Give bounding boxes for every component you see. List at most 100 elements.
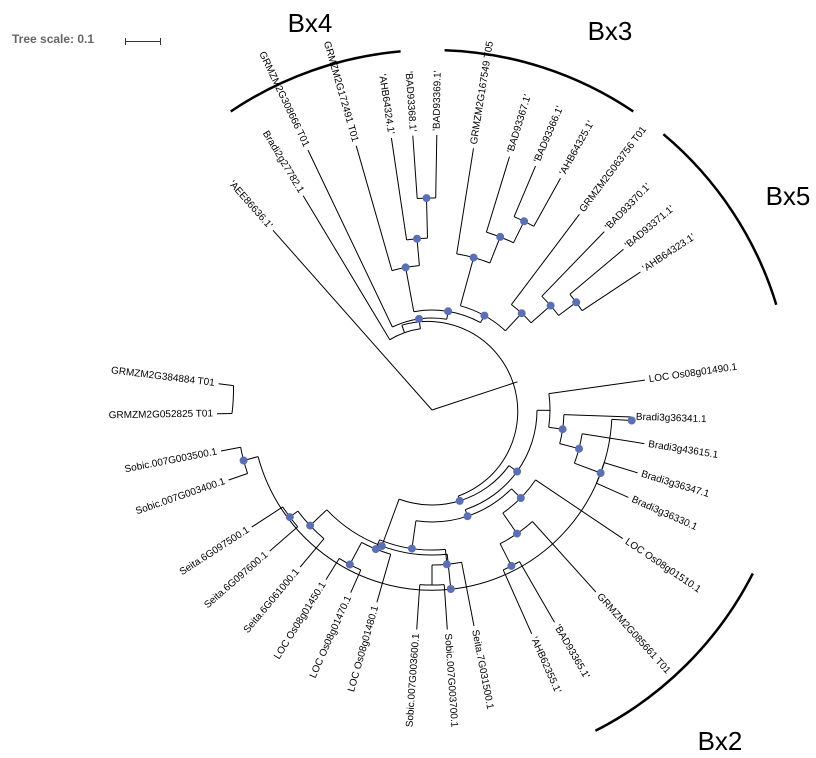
bootstrap-node (480, 311, 489, 320)
tree-branch (502, 569, 533, 635)
leaf-label: 'BAD93365.1' (552, 623, 592, 681)
clade-arc-bx4 (230, 50, 401, 113)
tree-branch (519, 561, 555, 623)
leaf-label: 'AEE86636.1' (226, 179, 274, 231)
bootstrap-node (520, 217, 529, 226)
tree-arc-branch (398, 465, 510, 506)
clade-label-bx3: Bx3 (588, 16, 633, 46)
leaf-label: Sobic.007G003500.1 (124, 446, 219, 475)
tree-branch (446, 554, 452, 590)
leaf-label: GRMZM2G167549 T05 (469, 40, 496, 145)
tree-branch (381, 498, 400, 547)
bootstrap-nodes (239, 194, 636, 593)
leaf-label: Bradi3g43615.1 (647, 439, 719, 461)
tree-branch (411, 520, 417, 549)
bootstrap-node (496, 232, 505, 241)
leaf-label: Bradi3g36341.1 (636, 412, 707, 425)
bootstrap-node (413, 234, 421, 243)
tree-branch (532, 521, 597, 593)
leaf-label: Sobic.007G003700.1 (442, 633, 460, 728)
bootstrap-node (627, 416, 636, 425)
tree-branch (405, 267, 415, 312)
tree-branch (325, 558, 340, 580)
tree-branch (218, 383, 234, 387)
leaf-label: GRMZM2G085661 T01 (594, 591, 672, 676)
tree-branch (530, 305, 551, 324)
bootstrap-node (455, 496, 464, 505)
tree-branch (390, 137, 408, 240)
clade-arc-bx3 (444, 48, 634, 113)
tree-branch (435, 134, 438, 199)
clade-arc-bx2 (594, 572, 754, 732)
tree-branch (581, 271, 641, 312)
bootstrap-node (442, 560, 451, 569)
tree-branch (376, 554, 392, 603)
leaf-label: 'AHB64325.1' (558, 119, 597, 177)
tree-scale-bar (125, 38, 161, 45)
bootstrap-node (513, 467, 522, 476)
tree-branch (533, 177, 561, 227)
leaf-label: GRMZM2G052825 T01 (109, 408, 214, 421)
tree-branch (461, 562, 475, 627)
tree-branch (228, 473, 248, 481)
clade-label-bx4: Bx4 (288, 8, 333, 38)
tree-branch (251, 506, 283, 528)
bootstrap-node (345, 560, 354, 569)
leaf-labels: 'AEE86636.1'Bradi2g27782.1GRMZM2G308666 … (109, 40, 739, 728)
leaf-label: Seita.7G031500.1 (469, 629, 495, 711)
tree-branch (302, 195, 391, 340)
tree-branch (502, 512, 518, 534)
tree-branch (535, 479, 623, 540)
bootstrap-node (513, 529, 521, 538)
leaf-label: 'BAD93368.1' (403, 71, 418, 132)
tree-branch (355, 145, 393, 271)
leaf-label: Bradi3g36330.1 (630, 494, 699, 533)
tree-branch (350, 569, 362, 593)
bootstrap-node (516, 494, 525, 502)
tree-branch (220, 446, 241, 452)
bootstrap-node (306, 521, 315, 530)
leaf-label: 'AHB64323.1' (641, 232, 698, 275)
tree-branch (349, 542, 363, 565)
tree-arc-branch (389, 328, 421, 341)
leaf-label: 'BAD93369.1' (432, 70, 444, 131)
tree-branch (603, 462, 638, 474)
leaf-label: Sobic.007G003600.1 (404, 633, 422, 728)
bootstrap-node (546, 301, 555, 310)
leaf-label: LOC Os08g01490.1 (648, 362, 738, 385)
leaf-label: GRMZM2G384884 T01 (110, 365, 215, 389)
tree-branch (574, 462, 601, 474)
leaf-label: 'AHB64324.1' (376, 73, 396, 135)
tree-branch (426, 198, 428, 239)
tree-branch (548, 379, 645, 395)
tree-branch (541, 231, 605, 297)
clade-label-bx2: Bx2 (698, 726, 743, 756)
leaf-label: Bradi3g36347.1 (640, 469, 711, 500)
tree-arc-branch (401, 320, 519, 497)
leaf-label: GRMZM2G172491 T01 (321, 40, 360, 144)
bootstrap-node (446, 585, 455, 593)
tree-branch (269, 526, 299, 552)
bootstrap-node (422, 194, 431, 203)
leaf-label: Sobic.007G003400.1 (134, 476, 227, 517)
clade-label-bx5: Bx5 (766, 181, 811, 211)
leaf-label: 'BAD93367.1' (505, 93, 533, 154)
tree-branch (459, 257, 475, 306)
tree-branch (489, 236, 501, 264)
bootstrap-node (596, 469, 605, 477)
bootstrap-node (463, 512, 472, 521)
tree-branch (511, 213, 580, 305)
bootstrap-node (558, 425, 567, 434)
bootstrap-node (572, 298, 581, 307)
tree-branch (412, 135, 418, 199)
tree-branch (596, 482, 629, 498)
tree-branch (582, 433, 645, 445)
leaf-label: LOC Os08g01510.1 (623, 536, 703, 595)
tree-branch (569, 248, 624, 295)
leaf-label: 'AHB62355.1' (528, 635, 563, 695)
bootstrap-node (517, 309, 526, 318)
bootstrap-node (444, 307, 453, 316)
tree-scale-label: Tree scale: 0.1 (12, 32, 95, 46)
bootstrap-node (371, 545, 380, 554)
